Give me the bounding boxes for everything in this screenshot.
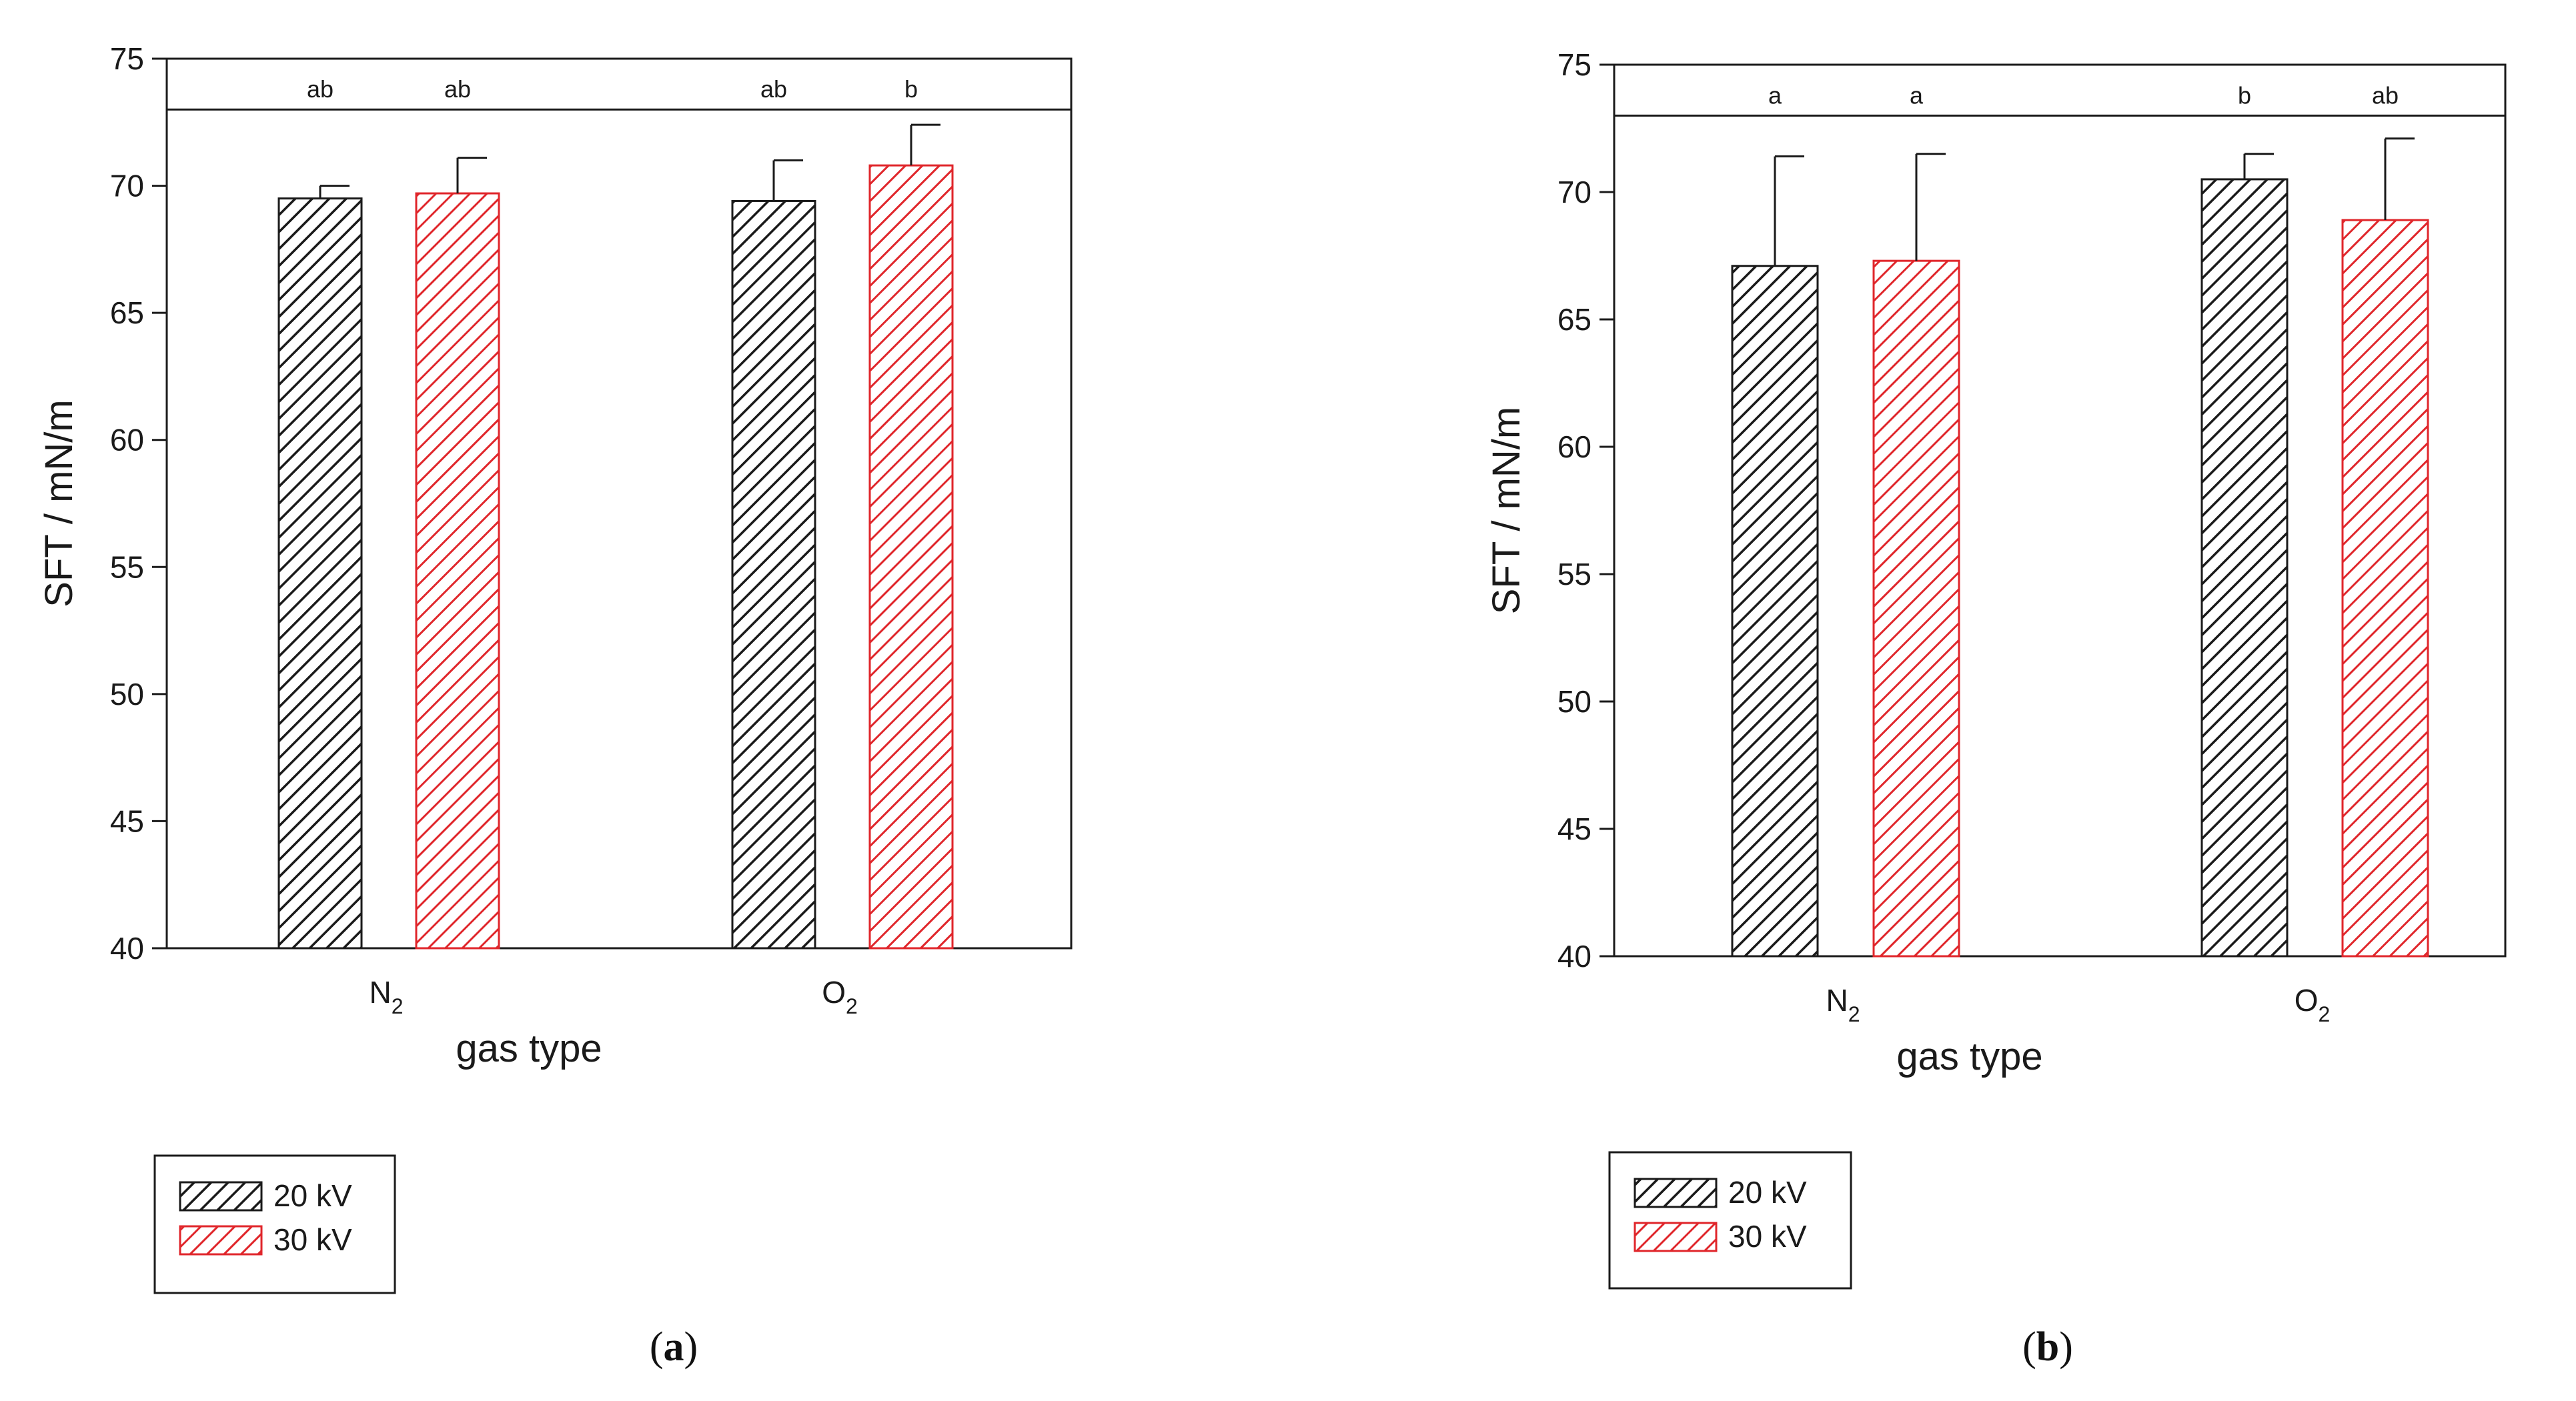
- legend-swatch-20kv: [179, 1181, 263, 1212]
- legend-swatch-30kv: [179, 1225, 263, 1256]
- y-tick-label: 65: [1557, 302, 1591, 337]
- y-axis-label: SFT / mN/m: [37, 399, 81, 607]
- x-tick-label: O2: [822, 975, 858, 1018]
- significance-letter: ab: [444, 75, 471, 103]
- x-tick-label: N2: [369, 975, 403, 1018]
- legend: 20 kV 30 kV: [1608, 1151, 1852, 1290]
- plot-frame: [1613, 63, 2507, 958]
- chart-panel-a: 40 45 50 55 60 65 70 75 ab ab ab b N2 O2 gas type SFT /…: [37, 41, 1073, 1370]
- legend: 20 kV 30 kV: [153, 1154, 396, 1294]
- legend-label: 30 kV: [1728, 1219, 1807, 1254]
- bar: [1872, 259, 1960, 958]
- bar: [415, 192, 500, 950]
- bar: [868, 164, 954, 950]
- x-tick-label: N2: [1826, 983, 1860, 1026]
- significance-letter: b: [2238, 81, 2251, 109]
- panel-label: (a): [650, 1324, 698, 1370]
- significance-letter: ab: [760, 75, 787, 103]
- legend-box: [153, 1154, 396, 1294]
- bar: [2200, 178, 2289, 958]
- y-tick-label: 45: [110, 804, 144, 838]
- legend-swatch-30kv: [1634, 1222, 1718, 1252]
- y-tick-label: 75: [110, 41, 144, 76]
- legend-swatch-20kv: [1634, 1178, 1718, 1208]
- legend-label: 30 kV: [273, 1222, 352, 1257]
- y-tick-label: 45: [1557, 812, 1591, 846]
- panel-label: (b): [2022, 1324, 2073, 1370]
- legend-box: [1608, 1151, 1852, 1290]
- y-tick-label: 50: [110, 677, 144, 712]
- y-tick-label: 40: [110, 931, 144, 966]
- y-tick-label: 50: [1557, 684, 1591, 719]
- y-tick-label: 40: [1557, 939, 1591, 974]
- significance-letter: ab: [2372, 81, 2399, 109]
- bar: [731, 199, 816, 950]
- significance-letter: b: [904, 75, 918, 103]
- y-axis-label: SFT / mN/m: [1485, 407, 1528, 614]
- y-tick-label: 65: [110, 295, 144, 330]
- legend-label: 20 kV: [1728, 1175, 1807, 1210]
- y-tick-label: 60: [110, 423, 144, 457]
- plot-frame: [165, 57, 1073, 950]
- bar: [2341, 219, 2429, 958]
- y-tick-label: 70: [110, 169, 144, 203]
- x-axis-label: gas type: [456, 1027, 602, 1070]
- y-tick-label: 60: [1557, 429, 1591, 464]
- y-tick-label: 70: [1557, 175, 1591, 209]
- significance-letter: ab: [307, 75, 334, 103]
- x-tick-label: O2: [2295, 983, 2331, 1026]
- legend-label: 20 kV: [273, 1178, 352, 1213]
- y-tick-label: 55: [110, 549, 144, 584]
- significance-letter: a: [1910, 81, 1924, 109]
- bar: [277, 197, 363, 950]
- y-tick-label: 55: [1557, 557, 1591, 591]
- significance-letter: a: [1768, 81, 1782, 109]
- x-axis-label: gas type: [1896, 1035, 2042, 1078]
- y-tick-label: 75: [1557, 47, 1591, 82]
- bar: [1731, 265, 1819, 958]
